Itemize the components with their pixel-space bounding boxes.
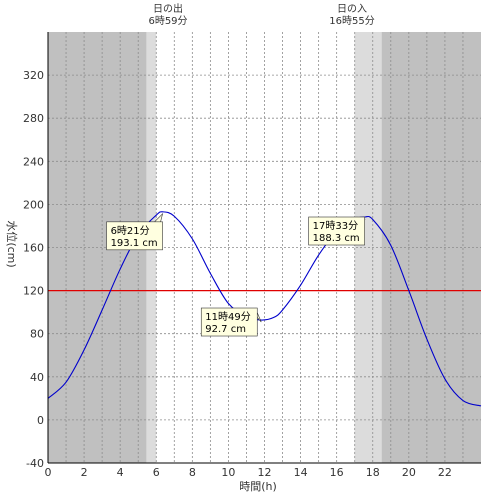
sunrise-label: 日の出 bbox=[153, 2, 183, 15]
annotation-time: 11時49分 bbox=[205, 311, 250, 323]
tick-labels: 0 2 4 6 8 10 12 14 16 18 20 22-40040801201602002402… bbox=[23, 69, 452, 479]
x-tick-label: 22 bbox=[438, 466, 452, 479]
y-tick-label: 280 bbox=[23, 112, 44, 125]
grid bbox=[48, 32, 481, 463]
annotation-box bbox=[200, 307, 258, 337]
tide-series-line bbox=[47, 211, 482, 407]
y-tick-label: 240 bbox=[23, 155, 44, 168]
sunset-time: 16時55分 bbox=[329, 15, 374, 27]
annotation-box bbox=[106, 221, 163, 251]
annotation-value: 193.1 cm bbox=[111, 238, 158, 249]
x-tick-label: 0 bbox=[45, 466, 52, 479]
y-tick-label: -40 bbox=[26, 457, 44, 470]
annotation-value: 188.3 cm bbox=[313, 233, 360, 244]
annotation-time: 6時21分 bbox=[111, 225, 150, 237]
sunrise-time: 6時59分 bbox=[148, 15, 187, 27]
x-axis-label: 時間(h) bbox=[239, 480, 277, 493]
sunset-label: 日の入 bbox=[337, 4, 367, 15]
annotation-pointer bbox=[154, 212, 164, 223]
x-tick-label: 16 bbox=[330, 466, 344, 479]
y-tick-label: 160 bbox=[23, 242, 44, 255]
y-tick-label: 120 bbox=[23, 285, 44, 298]
series-group bbox=[47, 211, 482, 407]
x-tick-label: 14 bbox=[294, 466, 308, 479]
y-tick-label: 40 bbox=[30, 371, 44, 384]
x-tick-label: 20 bbox=[402, 466, 416, 479]
y-tick-label: 0 bbox=[37, 414, 44, 427]
annotation-value: 92.7 cm bbox=[205, 324, 246, 335]
x-tick-label: 2 bbox=[81, 466, 88, 479]
axes bbox=[47, 32, 481, 464]
x-tick-label: 8 bbox=[189, 466, 196, 479]
annotation-box bbox=[308, 216, 365, 246]
x-tick-label: 18 bbox=[366, 466, 380, 479]
x-tick-label: 12 bbox=[258, 466, 272, 479]
x-tick-label: 4 bbox=[117, 466, 124, 479]
y-tick-label: 320 bbox=[23, 69, 44, 82]
y-tick-label: 80 bbox=[30, 328, 44, 341]
x-tick-label: 10 bbox=[221, 466, 235, 479]
y-axis-label: 水位(cm) bbox=[5, 220, 19, 267]
y-tick-label: 200 bbox=[23, 198, 44, 211]
annotation-time: 17時33分 bbox=[313, 220, 358, 232]
x-tick-label: 6 bbox=[153, 466, 160, 479]
